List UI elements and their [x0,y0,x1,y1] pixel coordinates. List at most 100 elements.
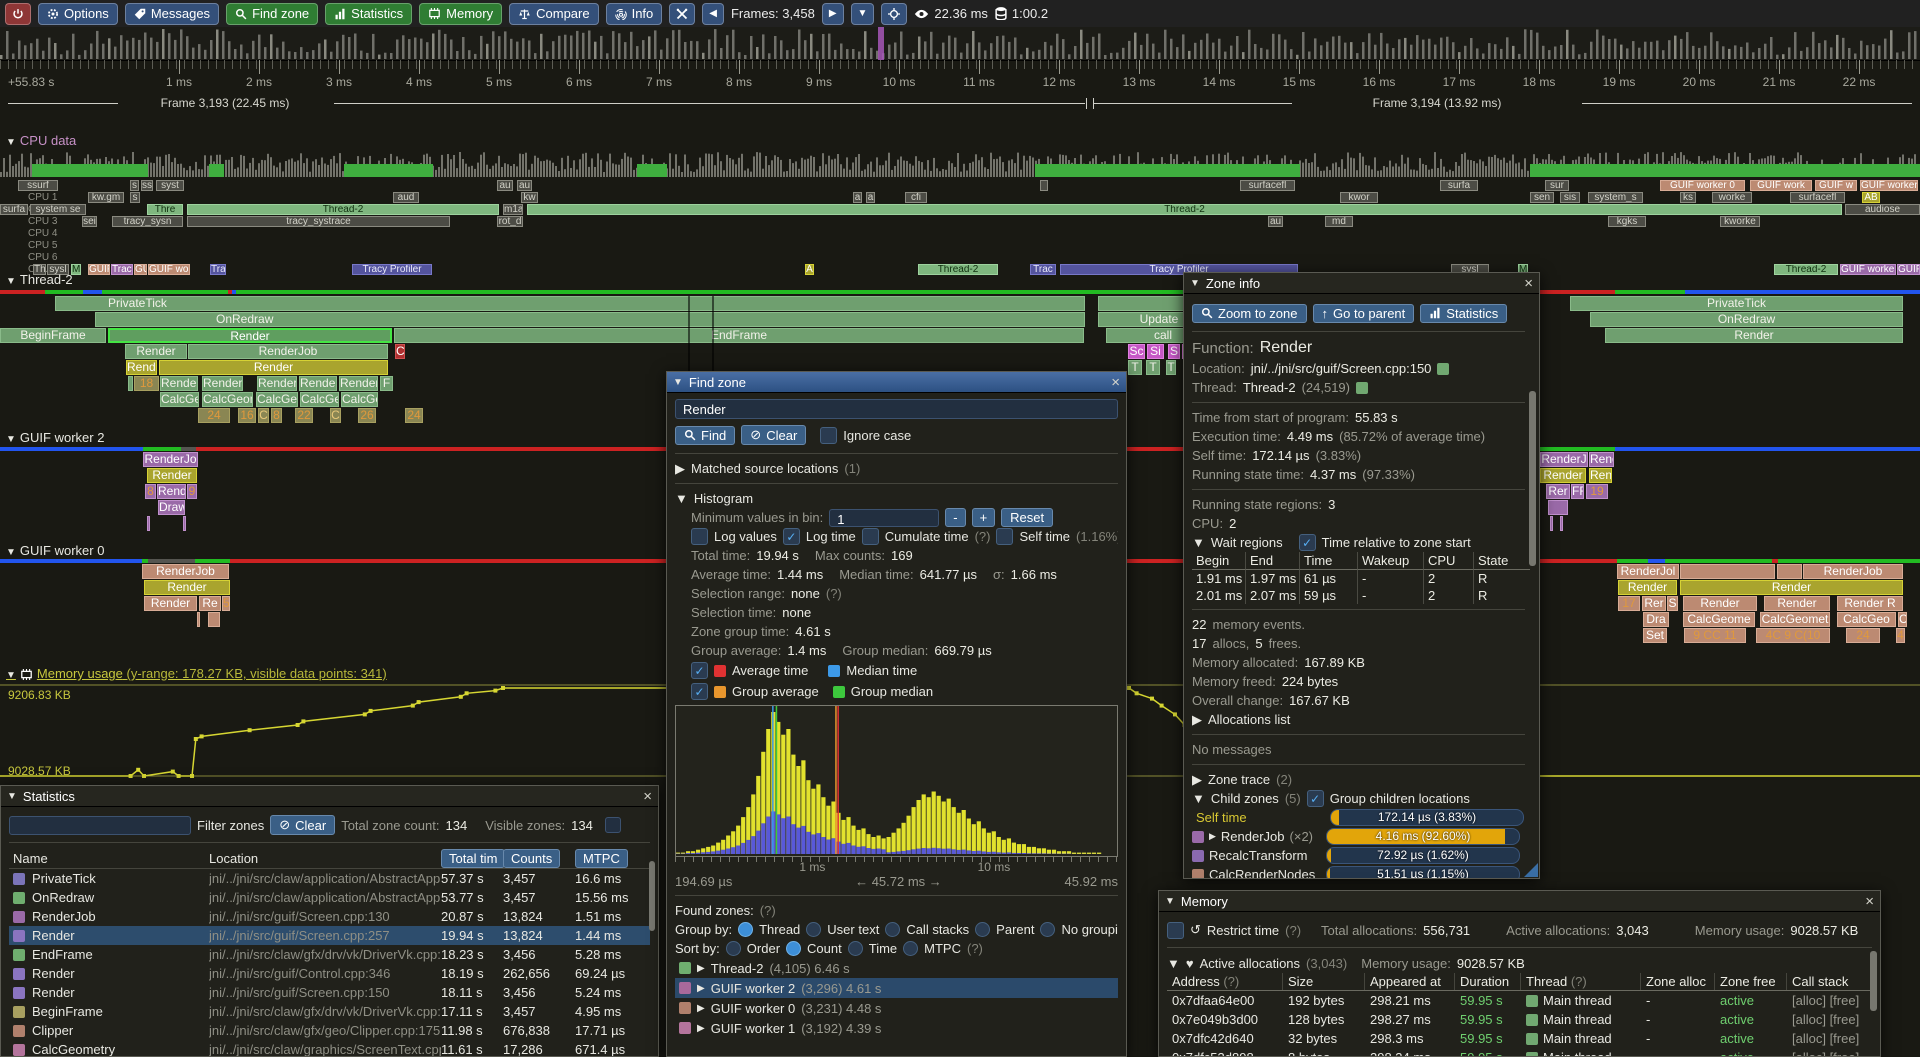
child-zone-row[interactable]: ▶ RenderJob (×2) 4.16 ms (92.60%) [1192,827,1525,846]
zone-chip[interactable]: s [130,192,140,203]
zone-chip[interactable]: ssurf [18,180,58,191]
memory-col-duration[interactable]: Duration [1455,973,1521,990]
memory-col-size[interactable]: Size [1283,973,1365,990]
zone-chip[interactable]: sen [1530,192,1554,203]
zone-chip[interactable]: 17 [1618,596,1640,611]
zone-chip[interactable]: rot_d [497,216,523,227]
zone-chip[interactable]: Rende [126,360,157,375]
zone-chip[interactable]: CalcGeor [256,392,298,407]
zone-chip[interactable] [147,516,150,531]
sort-radio-order[interactable] [725,941,741,956]
zone-chip[interactable]: CalcGeo [300,392,339,407]
found-zone-row[interactable]: ▶ Thread-2 (4,105) 6.46 s [675,958,1118,978]
zone-chip[interactable]: kworke [1720,216,1760,227]
zone-chip[interactable]: 22 [295,408,313,423]
zone-chip[interactable]: S [1667,596,1678,611]
zone-chip[interactable]: CalcGe [341,392,378,407]
zone-chip[interactable]: Render [1764,596,1830,611]
child-zones-section[interactable]: ▼ Child zones (5) ✓ Group children locations [1192,790,1470,807]
memory-usage-header[interactable]: ▼ Memory usage (y-range: 178.27 KB, visib… [6,666,387,681]
zone-chip[interactable]: Tracy [210,264,226,275]
zone-chip[interactable]: Render [257,376,297,391]
zone-chip[interactable]: CalcGeome [202,392,253,407]
memory-button[interactable]: Memory [419,2,503,25]
zone-chip[interactable]: 9 CC 11 [1684,628,1746,643]
zone-chip[interactable]: Draw [158,500,185,515]
zone-chip[interactable]: GUIF [88,264,110,275]
col-mtpc[interactable]: MTPC [575,848,628,868]
zone-chip[interactable]: M [71,264,81,275]
zone-chip[interactable]: GUIF w [1897,264,1920,275]
group-radio-user-text[interactable] [806,922,822,937]
zone-chip[interactable]: system se [30,204,86,215]
zone-chip[interactable] [1777,564,1802,579]
zone-chip[interactable]: a [853,192,862,203]
close-icon[interactable]: × [1865,892,1874,910]
zone-chip[interactable]: Rer [1546,484,1570,499]
statistics-row[interactable]: OnRedraw jni/../jni/src/claw/application/… [9,888,650,907]
group-average-checkbox[interactable]: ✓ [691,683,708,700]
zone-chip[interactable]: Re [199,596,221,611]
zone-chip[interactable]: surfacefl [1790,192,1845,203]
close-icon[interactable]: × [643,787,652,805]
zone-chip[interactable]: Thread-2 [1774,264,1838,275]
zone-chip[interactable]: Render [147,468,197,483]
zone-chip[interactable]: Render [202,376,243,391]
zone-chip[interactable]: Render [299,376,337,391]
self-time-checkbox[interactable] [996,528,1014,545]
zone-chip[interactable]: A [805,264,814,275]
zone-chip[interactable]: C [395,344,405,359]
zone-chip[interactable]: Sc [1128,344,1145,359]
zone-chip[interactable]: CalcGeomet [1760,612,1830,627]
scrollbar-thumb[interactable] [1529,391,1536,566]
options-button[interactable]: Options [38,2,118,25]
memory-col-zone-free[interactable]: Zone free [1715,973,1787,990]
zone-chip[interactable]: F [380,376,393,391]
thread2-header[interactable]: ▼ Thread-2 [6,272,73,287]
zone-chip[interactable]: ss [141,180,153,191]
child-zone-row[interactable]: RecalcTransform 72.92 µs (1.62%) [1192,846,1525,865]
group-radio-call-stacks[interactable] [885,922,901,937]
zone-chip[interactable]: 24 [405,408,423,423]
zone-chip[interactable]: tracy_sysn [112,216,183,227]
clear-button[interactable]: ⊘ Clear [741,425,807,445]
zone-chip[interactable]: Rer [1642,596,1666,611]
zone-chip[interactable]: 9 [187,484,197,499]
zone-info-titlebar[interactable]: ▼ Zone info × [1184,273,1539,294]
zone-chip[interactable] [1680,564,1775,579]
zone-chip[interactable]: au [517,180,532,191]
zone-chip[interactable]: S [1168,344,1180,359]
zone-chip[interactable]: 8 [145,484,156,499]
zone-chip[interactable]: CalcGeo [1837,612,1896,627]
zone-chip[interactable]: aud [393,192,419,203]
zone-chip[interactable]: RenderJol [1617,564,1679,579]
statistics-titlebar[interactable]: ▼ Statistics × [1,786,658,807]
minus-button[interactable]: - [945,508,966,527]
zone-chip[interactable]: au [1268,216,1283,227]
memory-titlebar[interactable]: ▼ Memory × [1159,891,1880,912]
statistics-row[interactable]: Clipper jni/../jni/src/claw/gfx/geo/Clipp… [9,1021,650,1040]
zone-chip[interactable]: 4C 9 C(10 [1756,628,1830,643]
frame-2-label[interactable]: Frame 3,194 (13.92 ms) [1372,96,1502,110]
zone-chip[interactable]: OnRedraw [95,312,1085,327]
zone-chip[interactable]: Render [108,328,392,343]
zone-chip[interactable]: GUIF worker 2 [1840,264,1896,275]
zone-chip[interactable] [183,516,186,531]
zone-chip[interactable]: surfa [1440,180,1478,191]
sort-radio-mtpc[interactable] [903,941,919,956]
zone-chip[interactable]: Render [1683,596,1757,611]
zone-chip[interactable]: RenderJob [142,564,229,579]
zone-chip[interactable]: Thread-2 [187,204,499,215]
zone-chip[interactable]: Render [1540,468,1586,483]
zone-chip[interactable]: surfa [0,204,28,215]
zone-chip[interactable] [208,612,220,627]
zoom-to-zone-button[interactable]: Zoom to zone [1192,303,1307,323]
zone-location[interactable]: jni/../jni/src/guif/Screen.cpp:150 [1250,361,1432,376]
zone-chip[interactable]: PrivateTick [55,296,1085,311]
wait-regions-section[interactable]: ▼ Wait regions ✓ Time relative to zone star… [1192,534,1471,551]
zone-chip[interactable]: BeginFrame [0,328,106,343]
statistics-row[interactable]: Render jni/../jni/src/guif/Control.cpp:34… [9,964,650,983]
relative-time-checkbox[interactable]: ✓ [1298,534,1316,551]
frame-dropdown-button[interactable]: ▼ [850,2,875,25]
